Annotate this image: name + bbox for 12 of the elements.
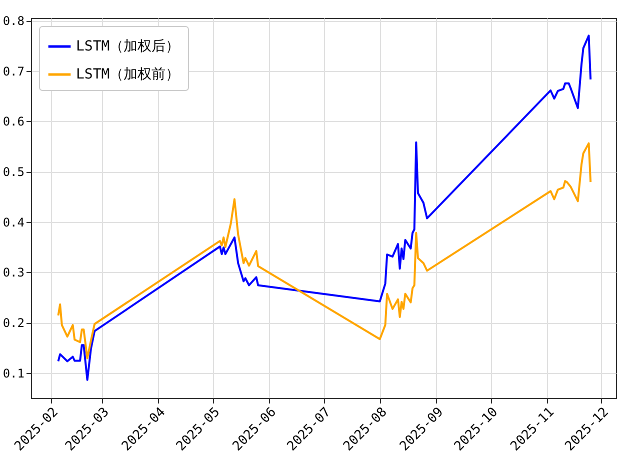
y-tick-label: 0.1 [2,366,24,380]
y-tick-label: 0.3 [2,266,24,280]
y-tick-label: 0.4 [2,215,24,230]
y-tick-label: 0.5 [2,165,24,180]
y-tick-label: 0.8 [2,14,24,28]
line-series [57,34,592,381]
legend-label: LSTM（加权前） [76,66,180,82]
line-series [57,142,592,360]
y-tick-label: 0.6 [2,114,24,129]
y-tick-label: 0.2 [2,316,24,330]
y-tick-label: 0.7 [2,64,24,78]
legend-label: LSTM（加权后） [76,38,180,54]
